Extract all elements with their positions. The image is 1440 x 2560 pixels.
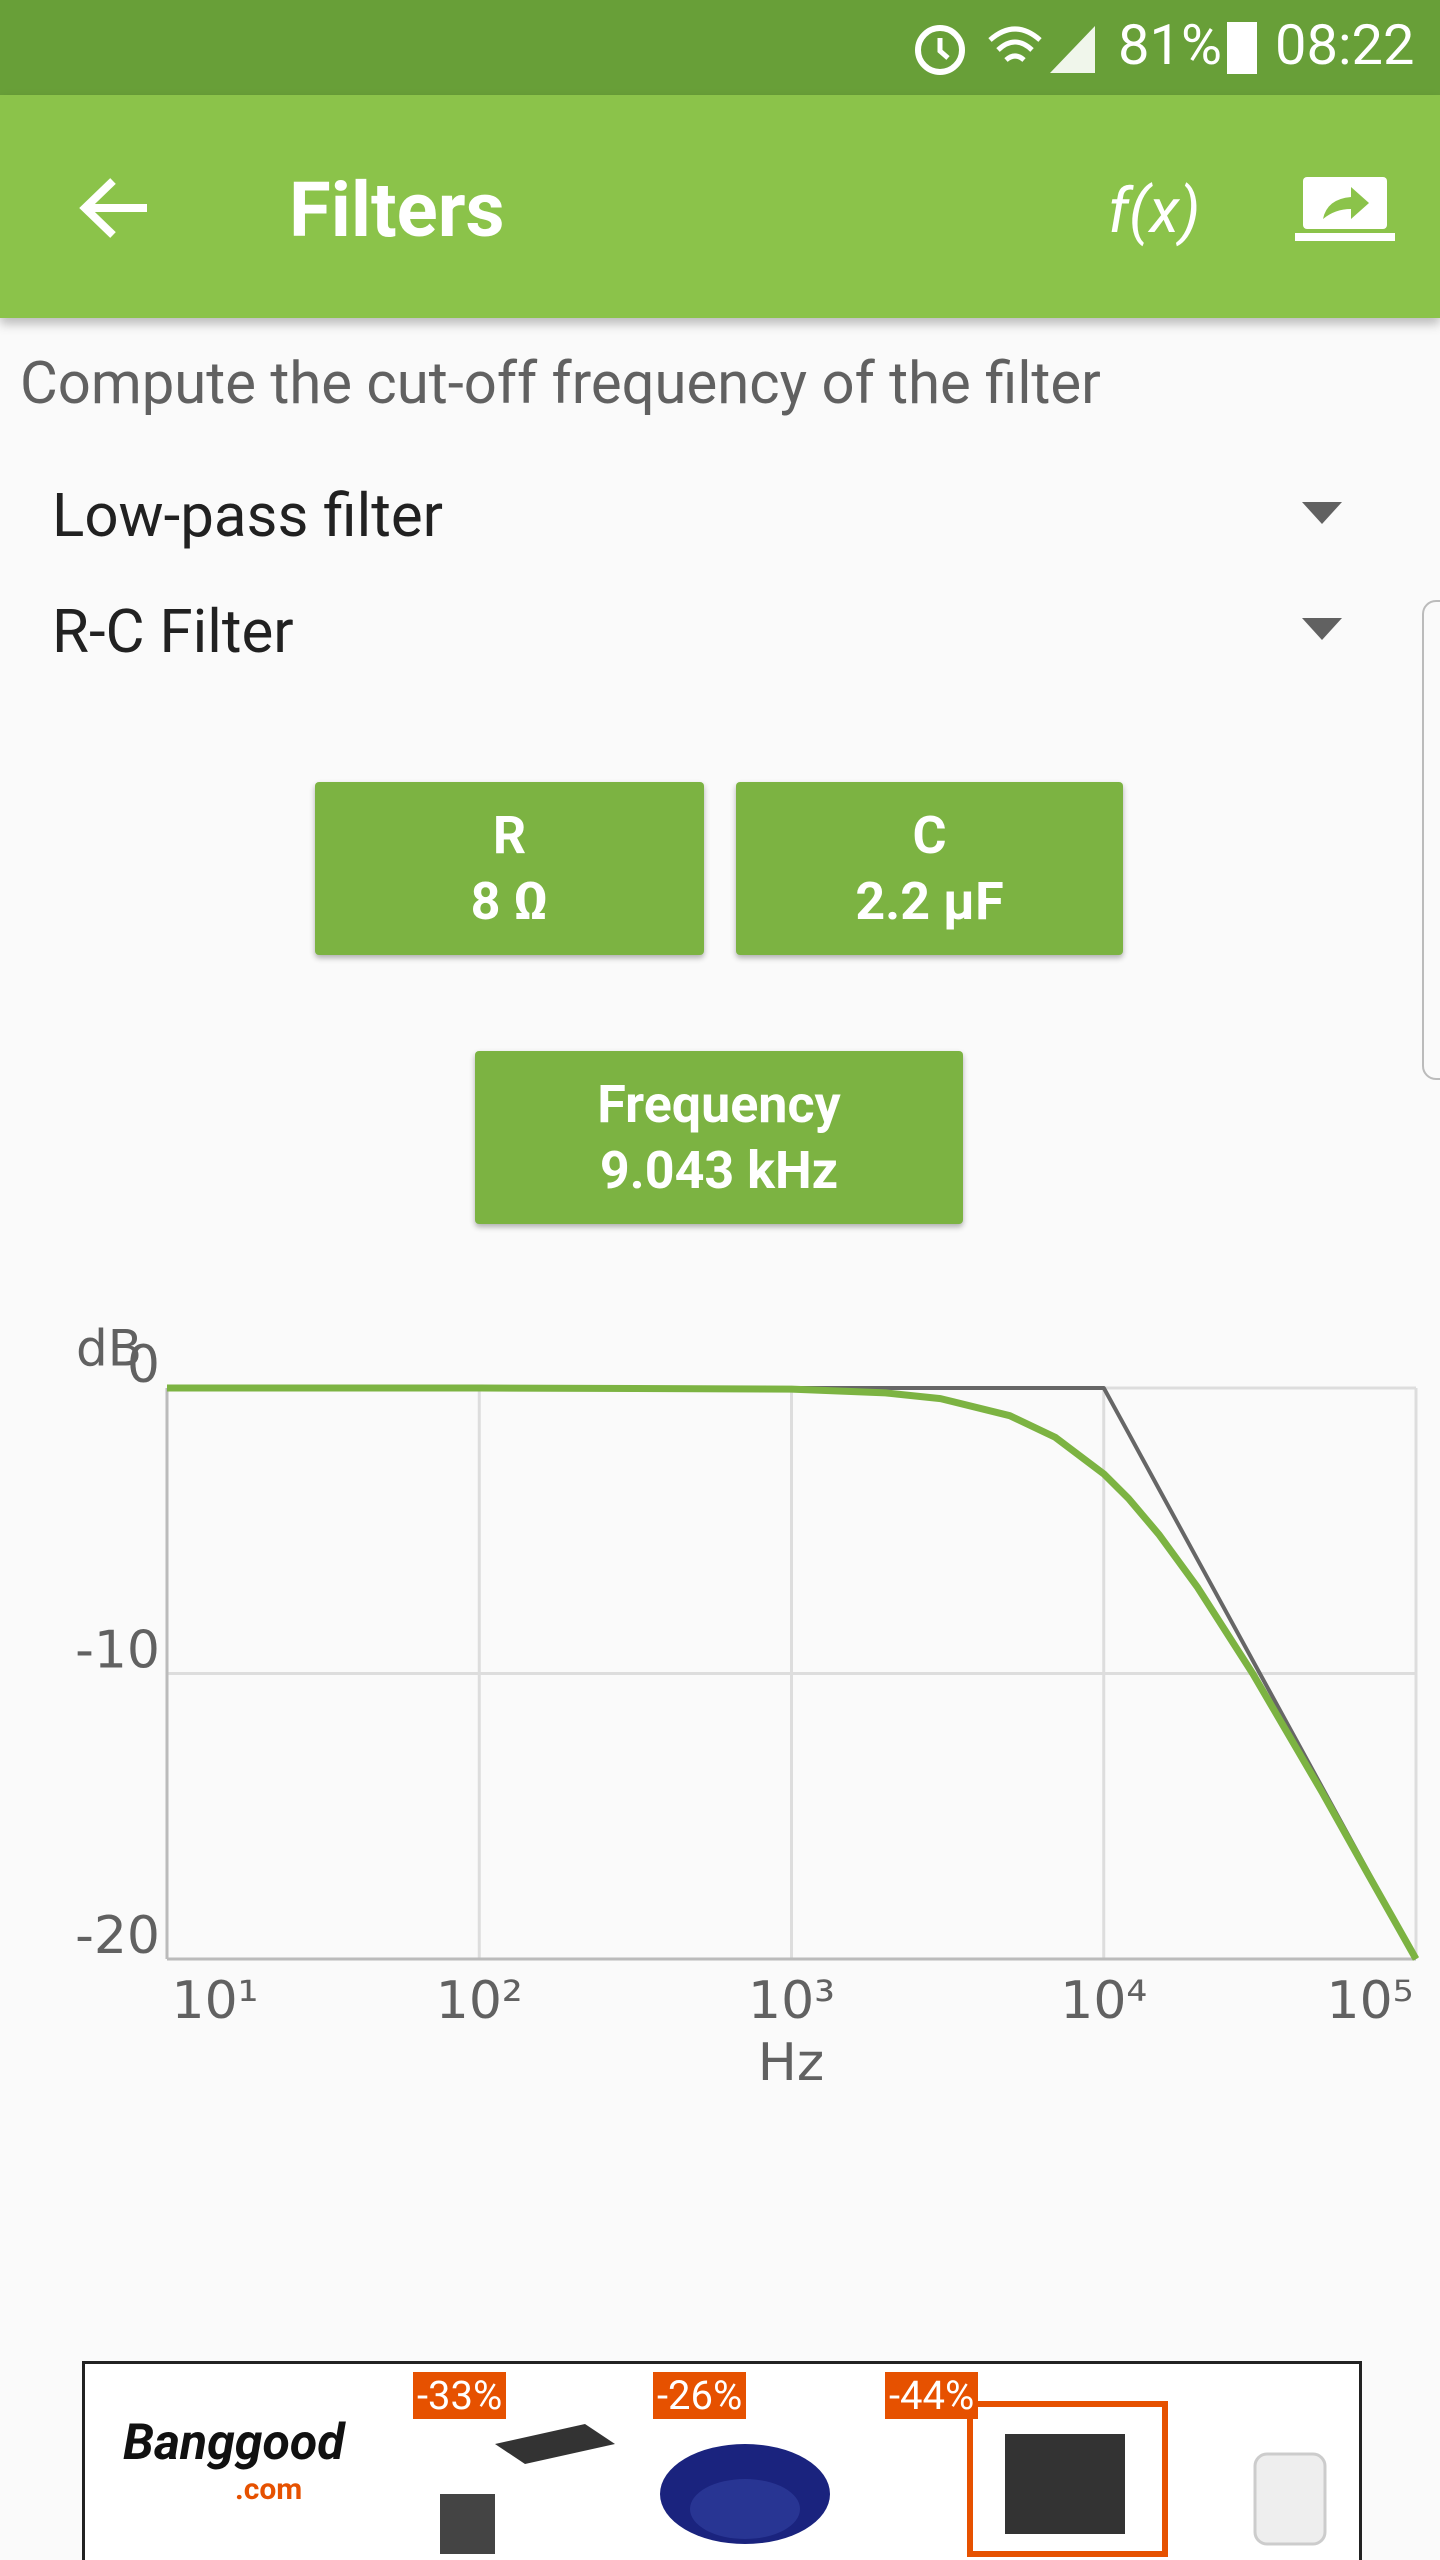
input-label: R — [492, 804, 527, 866]
ad-domain: .com — [235, 2472, 303, 2507]
input-label: C — [912, 804, 947, 866]
dropdown-arrow[interactable] — [1302, 618, 1342, 642]
ad-brand: Banggood — [123, 2414, 345, 2472]
x-tick-label: 10³ — [748, 1971, 835, 2031]
y-tick-label: 0 — [127, 1335, 160, 1395]
series-line — [167, 1384, 1420, 1961]
y-tick-label: -20 — [75, 1906, 160, 1966]
scroll-indicator — [1422, 600, 1440, 1080]
input-value: 2.2 µF — [855, 870, 1004, 932]
filter-circuit[interactable]: R-C Filter — [52, 596, 294, 667]
x-axis-label: Hz — [758, 2033, 824, 2093]
clock: 08:22 — [1275, 12, 1415, 78]
frequency-result[interactable]: Frequency 9.043 kHz — [475, 1051, 963, 1224]
result-label: Frequency — [597, 1073, 841, 1135]
y-axis-label: dB — [76, 1320, 142, 1378]
capacitance-input[interactable]: C 2.2 µF — [736, 782, 1123, 955]
screen-title: Filters — [289, 165, 505, 255]
x-tick-label: 10⁴ — [1060, 1971, 1147, 2031]
dropdown-arrow[interactable] — [1302, 502, 1342, 526]
status-icons — [915, 25, 1095, 75]
ad-discount: -44% — [885, 2372, 979, 2419]
x-tick-label: 10¹ — [171, 1971, 258, 2031]
result-value: 9.043 kHz — [599, 1139, 839, 1201]
instruction: Compute the cut-off frequency of the fil… — [20, 350, 1101, 418]
battery-percent: 81% — [1118, 12, 1222, 78]
status-bar: 81% 08:22 — [0, 0, 1440, 95]
back-button[interactable] — [75, 173, 155, 243]
battery-icon — [1227, 22, 1257, 74]
filter-type[interactable]: Low-pass filter — [52, 480, 443, 551]
ad-products — [440, 2401, 1327, 2557]
x-tick-label: 10² — [436, 1971, 523, 2031]
ad-discount: -33% — [413, 2372, 507, 2419]
x-tick-label: 10⁵ — [1326, 1971, 1413, 2031]
input-value: 8 Ω — [470, 870, 549, 932]
app-bar: Filters f(x) — [0, 95, 1440, 318]
ad-banner[interactable]: Banggood .com -33% -26% -44% — [82, 2361, 1362, 2560]
ad-discount: -26% — [653, 2372, 747, 2419]
y-tick-label: -10 — [75, 1621, 160, 1681]
share-button[interactable] — [1295, 173, 1395, 243]
formula-button[interactable]: f(x) — [1108, 175, 1201, 248]
resistance-input[interactable]: R 8 Ω — [315, 782, 704, 955]
